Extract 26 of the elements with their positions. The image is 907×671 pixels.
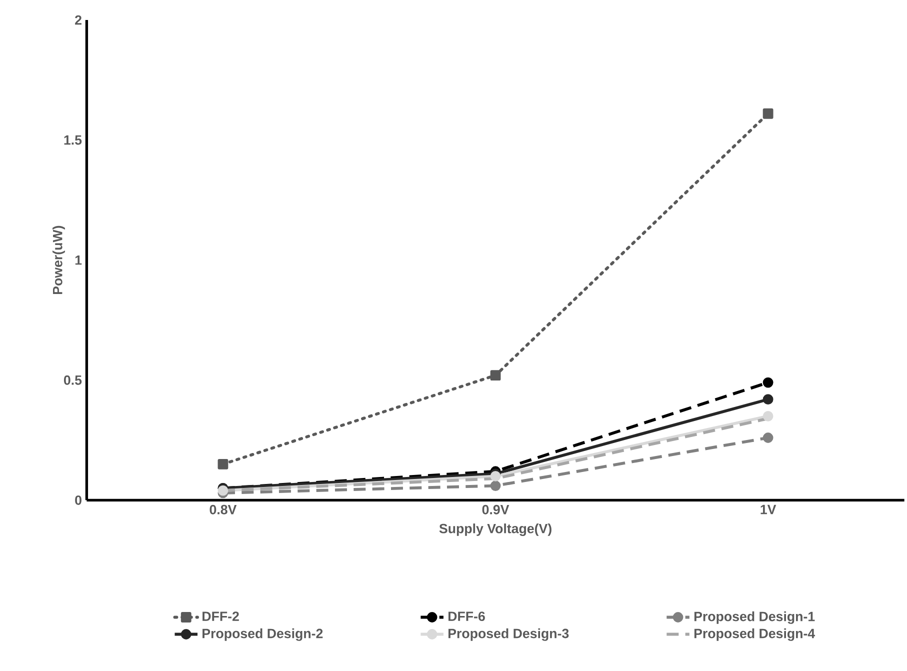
legend-label: DFF-2 [202,612,239,621]
legend-label: Proposed Design-1 [694,611,815,624]
x-tick-label: 0.9V [482,504,510,514]
point [490,370,501,381]
x-axis-title: Supply Voltage(V) [439,524,552,536]
y-tick-label: 0.5 [64,375,82,385]
point [762,377,774,388]
legend-label: Proposed Design-2 [202,628,323,641]
y-tick-label: 1.5 [64,135,82,145]
point [218,459,228,470]
point [762,432,774,444]
point [490,480,501,492]
y-axis-title: Power(uW) [52,226,65,294]
point [490,471,501,482]
legend-label: DFF-6 [448,612,485,622]
x-tick-label: 0.8V [210,504,237,514]
point [762,108,774,119]
legend-label: Proposed Design-3 [448,628,569,641]
point [762,394,774,405]
y-tick-label: 2 [75,15,82,25]
legend-label: Proposed Design-4 [694,628,816,641]
y-tick-label: 1 [75,256,82,265]
point [218,485,228,496]
y-tick-label: 0 [75,496,82,505]
x-tick-label: 1V [760,504,776,514]
point [762,410,774,422]
